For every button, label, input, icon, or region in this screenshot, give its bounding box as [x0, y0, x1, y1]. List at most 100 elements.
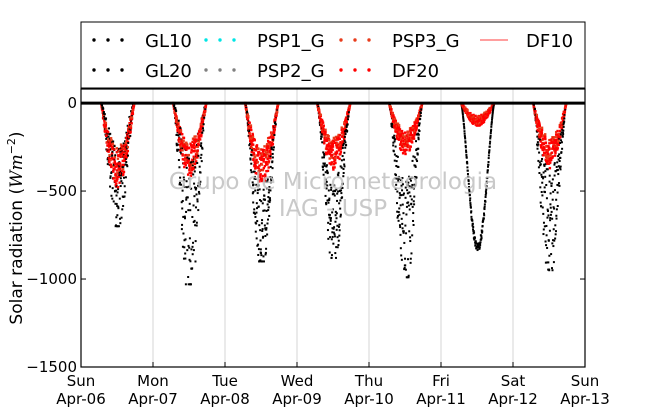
global-radiation-point: [193, 195, 196, 198]
global-radiation-point: [338, 189, 341, 192]
global-radiation-point: [195, 224, 198, 227]
diffuse-radiation-point: [190, 148, 193, 152]
diffuse-radiation-point: [124, 142, 127, 146]
diffuse-radiation-point: [348, 105, 351, 109]
diffuse-radiation-point: [249, 138, 252, 142]
diffuse-radiation-point: [124, 148, 128, 151]
global-radiation-point: [115, 216, 118, 219]
global-radiation-point: [485, 181, 488, 184]
diffuse-radiation-point: [119, 155, 122, 159]
global-radiation-point: [263, 209, 266, 212]
diffuse-radiation-point: [330, 156, 334, 159]
diffuse-radiation-point: [131, 108, 135, 111]
diffuse-radiation-point: [340, 147, 343, 150]
global-radiation-point: [331, 211, 334, 214]
global-radiation-point: [261, 260, 264, 263]
global-radiation-point: [107, 135, 110, 138]
diffuse-radiation-point: [182, 145, 186, 149]
diffuse-radiation-point: [340, 126, 343, 129]
global-radiation-point: [557, 184, 560, 187]
global-radiation-point: [324, 182, 327, 185]
global-radiation-point: [555, 217, 558, 220]
diffuse-radiation-point: [338, 134, 342, 137]
global-radiation-point: [394, 138, 397, 141]
diffuse-radiation-point: [398, 147, 402, 150]
global-radiation-point: [183, 179, 186, 182]
diffuse-radiation-point: [541, 138, 544, 142]
diffuse-radiation-point: [121, 168, 125, 171]
global-radiation-point: [548, 229, 551, 232]
global-radiation-point: [336, 236, 339, 239]
global-radiation-point: [322, 156, 325, 159]
diffuse-radiation-point: [324, 130, 327, 134]
diffuse-radiation-point: [344, 119, 347, 122]
diffuse-radiation-point: [340, 145, 343, 148]
global-radiation-point: [117, 225, 120, 228]
global-radiation-point: [118, 217, 121, 220]
diffuse-radiation-point: [196, 138, 200, 141]
global-radiation-point: [544, 191, 547, 194]
diffuse-radiation-point: [541, 137, 545, 140]
global-radiation-point: [413, 195, 416, 198]
legend-marker: [92, 38, 96, 42]
global-radiation-point: [547, 261, 550, 264]
global-radiation-point: [418, 122, 421, 125]
global-radiation-point: [409, 257, 412, 260]
global-radiation-point: [193, 219, 196, 222]
global-radiation-point: [317, 105, 320, 108]
diffuse-radiation-point: [327, 134, 330, 138]
global-radiation-point: [246, 122, 249, 125]
global-radiation-point: [463, 132, 466, 135]
diffuse-radiation-point: [402, 142, 406, 146]
global-radiation-point: [188, 177, 191, 180]
global-radiation-point: [392, 141, 395, 144]
global-radiation-point: [268, 214, 271, 217]
global-radiation-point: [259, 229, 262, 232]
diffuse-radiation-point: [251, 135, 255, 139]
diffuse-radiation-point: [114, 163, 118, 166]
diffuse-radiation-point: [342, 131, 345, 134]
diffuse-radiation-point: [406, 144, 410, 147]
diffuse-radiation-point: [263, 164, 267, 168]
diffuse-radiation-point: [110, 144, 113, 148]
global-radiation-point: [190, 161, 193, 164]
global-radiation-point: [558, 160, 561, 163]
global-radiation-point: [398, 192, 401, 195]
global-radiation-point: [558, 137, 561, 140]
global-radiation-point: [489, 130, 492, 133]
global-radiation-point: [268, 197, 271, 200]
global-radiation-point: [463, 125, 466, 128]
global-radiation-point: [556, 168, 559, 171]
global-radiation-point: [109, 185, 112, 188]
global-radiation-point: [182, 257, 185, 260]
global-radiation-point: [173, 104, 176, 107]
global-radiation-point: [261, 202, 264, 205]
diffuse-radiation-point: [535, 117, 539, 120]
global-radiation-point: [545, 234, 548, 237]
global-radiation-point: [326, 199, 329, 202]
diffuse-radiation-point: [408, 148, 412, 151]
global-radiation-point: [190, 187, 193, 190]
diffuse-radiation-point: [113, 160, 116, 163]
diffuse-radiation-point: [333, 160, 336, 163]
diffuse-radiation-point: [538, 123, 541, 126]
global-radiation-point: [111, 197, 114, 200]
diffuse-radiation-point: [335, 150, 339, 153]
diffuse-radiation-point: [263, 179, 267, 183]
legend-marker: [339, 38, 343, 42]
global-radiation-point: [563, 117, 566, 120]
diffuse-radiation-point: [257, 150, 261, 154]
global-radiation-point: [197, 209, 200, 212]
global-radiation-point: [255, 202, 258, 205]
global-radiation-point: [546, 208, 549, 211]
diffuse-radiation-point: [415, 127, 418, 130]
global-radiation-point: [199, 156, 202, 159]
global-radiation-point: [557, 155, 560, 158]
global-radiation-point: [129, 128, 132, 131]
global-radiation-point: [256, 220, 259, 223]
global-radiation-point: [404, 268, 407, 271]
global-radiation-point: [559, 156, 562, 159]
global-radiation-point: [324, 171, 327, 174]
diffuse-radiation-point: [260, 158, 263, 162]
global-radiation-point: [397, 219, 400, 222]
